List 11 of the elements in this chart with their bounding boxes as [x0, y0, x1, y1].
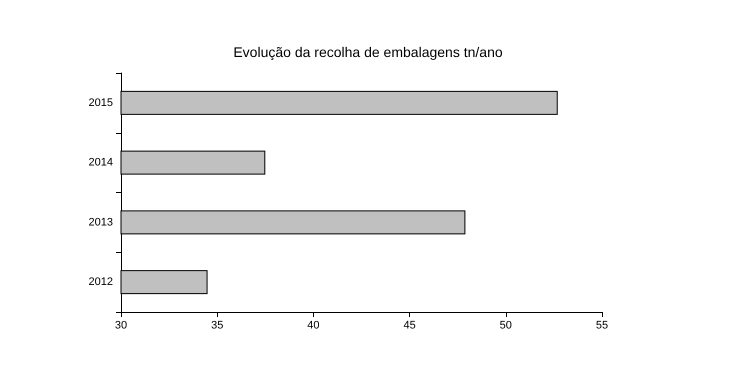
y-tick-label: 2012	[88, 276, 113, 288]
x-tick-label: 40	[307, 320, 320, 332]
x-tick-label: 35	[211, 320, 224, 332]
x-tick-label: 30	[114, 320, 128, 332]
chart-title: Evolução da recolha de embalagens tn/ano	[233, 44, 503, 60]
y-tick-label: 2013	[88, 216, 113, 228]
x-tick-label: 55	[596, 320, 608, 332]
y-tick-label: 2015	[88, 96, 113, 109]
x-tick-label: 45	[403, 320, 416, 332]
y-tick-label: 2014	[88, 156, 113, 169]
x-tick-label: 50	[500, 320, 512, 332]
